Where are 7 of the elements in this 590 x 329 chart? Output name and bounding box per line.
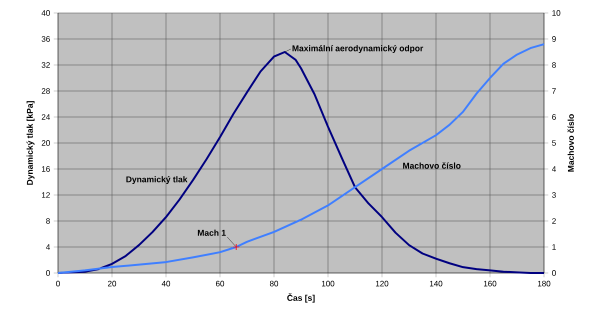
series-label: Dynamický tlak <box>126 176 188 184</box>
y-axis-title: Dynamický tlak [kPa] <box>26 101 35 185</box>
series-label: Machovo číslo <box>403 162 461 169</box>
annotation: Maximální aerodynamický odpor <box>292 45 424 53</box>
y2-axis-title: Machovo číslo <box>567 114 574 172</box>
annotation: Mach 1 <box>198 230 226 236</box>
x-axis-title: Čas [s] <box>287 293 315 303</box>
